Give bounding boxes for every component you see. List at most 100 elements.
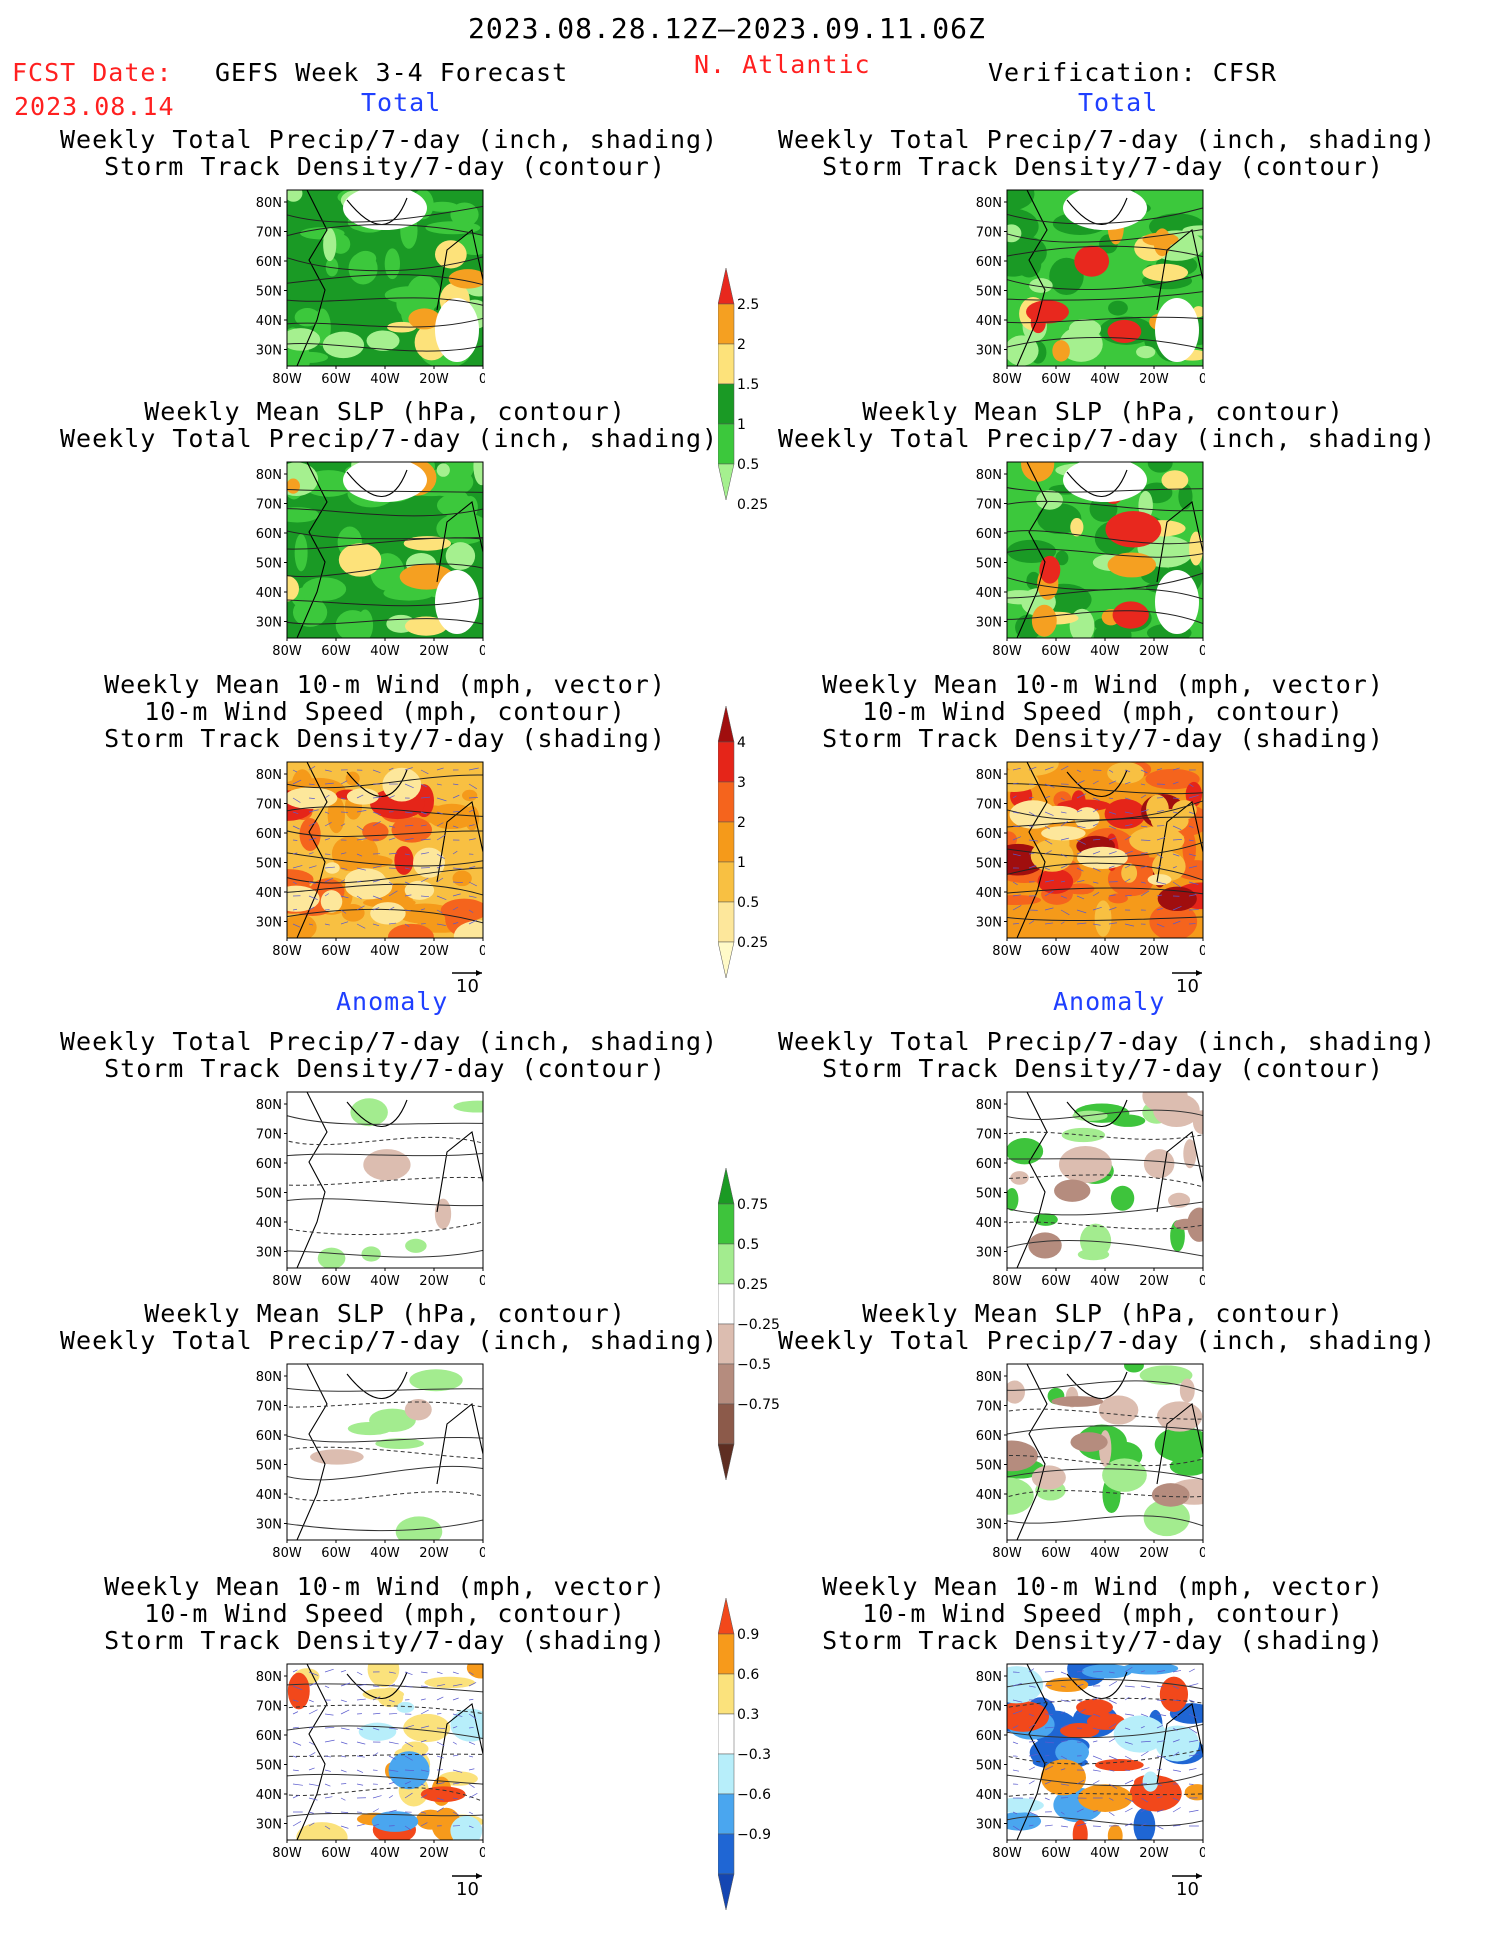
colorbar-tick-label: 0.25 [737,497,768,513]
panel-title-ob-wind-anom: Weekly Mean 10-m Wind (mph, vector)10-m … [778,1573,1428,1654]
lat-tick-label: 30N [256,616,282,631]
lon-tick-label: 20W [1139,372,1169,387]
colorbar-tick-label: 2.5 [737,297,759,313]
anomaly-label-right: Anomaly [1053,987,1165,1016]
lat-tick-label: 80N [976,1370,1002,1385]
vector-ref-fc-anom: 10 [448,1868,488,1902]
lon-tick-label: 0 [479,1846,485,1861]
lat-tick-label: 50N [976,857,1002,872]
colorbar-canvas: 0.90.60.3−0.3−0.6−0.9 [718,1598,798,1948]
lat-tick-label: 40N [976,886,1002,901]
lat-tick-label: 80N [976,1670,1002,1685]
lon-tick-label: 0 [479,944,485,959]
lon-tick-label: 0 [479,372,485,387]
lat-tick-label: 40N [976,586,1002,601]
lat-tick-label: 40N [256,1216,282,1231]
panel-title-fc-slp: Weekly Mean SLP (hPa, contour)Weekly Tot… [60,398,710,452]
lat-tick-label: 60N [256,255,282,270]
lat-tick-label: 80N [256,1098,282,1113]
lat-tick-label: 40N [256,314,282,329]
lat-tick-label: 60N [256,827,282,842]
colorbar-tick-label: −0.25 [737,1317,780,1333]
lon-tick-label: 80W [272,1274,302,1289]
lon-tick-label: 60W [321,944,351,959]
lat-tick-label: 50N [256,857,282,872]
panel-title-ob-slp-anom: Weekly Mean SLP (hPa, contour)Weekly Tot… [778,1300,1428,1354]
lon-tick-label: 80W [992,1274,1022,1289]
lon-tick-label: 60W [1041,372,1071,387]
lat-tick-label: 70N [976,798,1002,813]
panel-title-ob-precip: Weekly Total Precip/7-day (inch, shading… [778,126,1428,180]
lon-tick-label: 0 [1199,944,1205,959]
colorbar-tick-label: 0.3 [737,1707,759,1723]
panel-title-fc-wind-anom: Weekly Mean 10-m Wind (mph, vector)10-m … [60,1573,710,1654]
lat-tick-label: 60N [976,1157,1002,1172]
lon-tick-label: 0 [479,644,485,659]
lat-tick-label: 50N [256,285,282,300]
lon-tick-label: 40W [1090,372,1120,387]
lon-tick-label: 60W [1041,644,1071,659]
colorbar-canvas: 2.521.510.50.25 [718,268,798,538]
colorbar-tick-label: 1 [737,417,746,433]
colorbar-tick-label: 1 [737,855,746,871]
lat-tick-label: 40N [256,1488,282,1503]
lon-tick-label: 40W [1090,1546,1120,1561]
lon-tick-label: 60W [1041,1546,1071,1561]
lon-tick-label: 60W [321,644,351,659]
lon-tick-label: 80W [992,944,1022,959]
lon-tick-label: 20W [419,372,449,387]
colorbar-tick-label: 0.5 [737,895,759,911]
lat-tick-label: 70N [976,1400,1002,1415]
lon-tick-label: 20W [1139,1546,1169,1561]
colorbar-tick-label: 4 [737,735,746,751]
lon-tick-label: 20W [1139,644,1169,659]
colorbar-tick-label: 0.5 [737,1237,759,1253]
lat-tick-label: 70N [256,498,282,513]
lon-tick-label: 0 [1199,1274,1205,1289]
lon-tick-label: 40W [1090,1846,1120,1861]
colorbar-tick-label: −0.75 [737,1397,780,1413]
lat-tick-label: 50N [976,1759,1002,1774]
lat-tick-label: 50N [256,1759,282,1774]
colorbar-canvas: 0.75 0.5 0.25 −0.25 −0.5 −0.75 [718,1168,798,1518]
lat-tick-label: 70N [976,1128,1002,1143]
lat-tick-label: 40N [976,1216,1002,1231]
total-label-right: Total [1078,88,1158,117]
colorbar-tick-label: 2 [737,337,746,353]
colorbar-tick-label: 0.75 [737,1197,768,1213]
colorbar-tick-label: −0.5 [737,1357,771,1373]
lat-tick-label: 50N [256,1459,282,1474]
lat-tick-label: 80N [256,196,282,211]
panel-title-fc-wind: Weekly Mean 10-m Wind (mph, vector)10-m … [60,671,710,752]
lat-tick-label: 60N [256,1429,282,1444]
lat-tick-label: 60N [976,1729,1002,1744]
lat-tick-label: 80N [976,468,1002,483]
lat-tick-label: 60N [976,1429,1002,1444]
lon-tick-label: 40W [1090,1274,1120,1289]
lat-tick-label: 70N [256,1400,282,1415]
colorbar-tick-label: 0.25 [737,1277,768,1293]
colorbar-tick-label: 1.5 [737,377,759,393]
lon-tick-label: 60W [1041,1846,1071,1861]
lon-tick-label: 80W [272,944,302,959]
lat-tick-label: 40N [256,886,282,901]
lat-tick-label: 70N [256,226,282,241]
lat-tick-label: 80N [256,768,282,783]
lon-tick-label: 40W [370,372,400,387]
lat-tick-label: 30N [976,1818,1002,1833]
lat-tick-label: 70N [976,498,1002,513]
lat-tick-label: 30N [256,1818,282,1833]
